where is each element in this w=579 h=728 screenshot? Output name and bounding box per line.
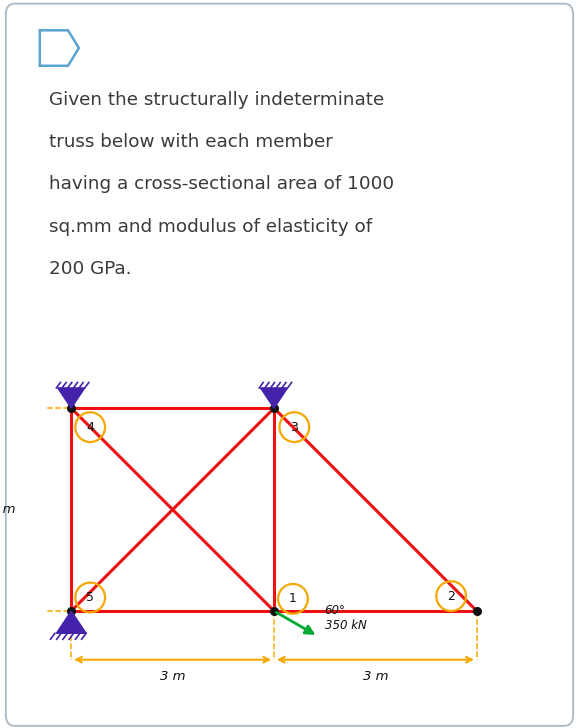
Text: having a cross-sectional area of 1000: having a cross-sectional area of 1000 (49, 175, 394, 194)
Text: 5: 5 (86, 591, 94, 604)
Text: 200 GPa.: 200 GPa. (49, 260, 131, 278)
Text: Given the structurally indeterminate: Given the structurally indeterminate (49, 91, 384, 109)
Text: 4: 4 (86, 421, 94, 434)
Text: 350 kN: 350 kN (325, 619, 367, 632)
Polygon shape (58, 388, 85, 408)
Text: sq.mm and modulus of elasticity of: sq.mm and modulus of elasticity of (49, 218, 372, 236)
Text: 3 m: 3 m (160, 670, 185, 683)
Polygon shape (56, 611, 86, 633)
Text: 60°: 60° (325, 604, 346, 617)
Text: 3: 3 (291, 421, 298, 434)
Polygon shape (261, 388, 288, 408)
Text: 2: 2 (447, 590, 455, 603)
Text: 3 m: 3 m (362, 670, 388, 683)
Text: 1: 1 (289, 593, 297, 606)
Text: 3 m: 3 m (0, 503, 16, 516)
Text: truss below with each member: truss below with each member (49, 133, 333, 151)
